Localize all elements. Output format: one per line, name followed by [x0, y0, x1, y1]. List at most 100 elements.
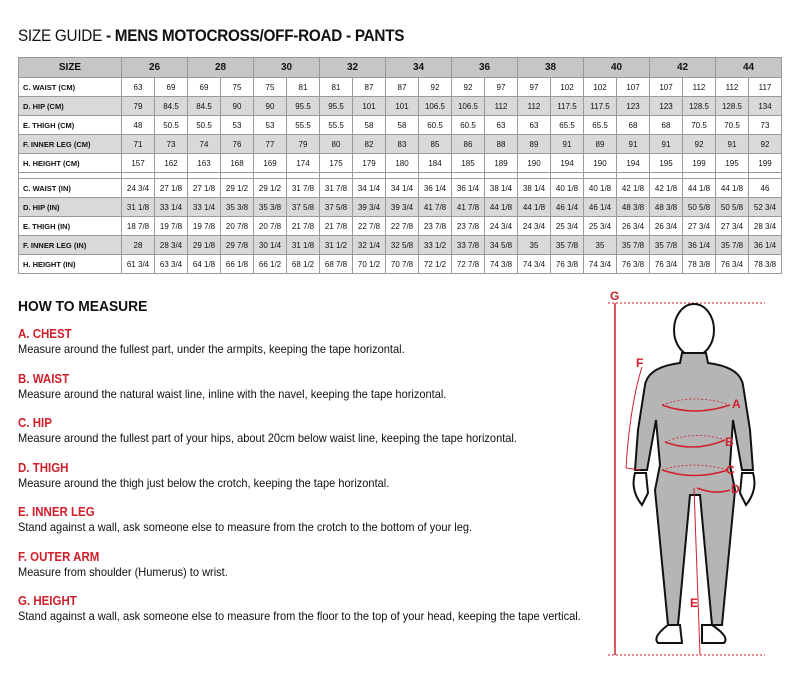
table-cell: 128.5	[715, 96, 749, 116]
table-cell: 28 3/4	[154, 235, 188, 255]
table-cell: 50.5	[187, 115, 221, 135]
size-header: 30	[253, 57, 320, 78]
table-cell: 23 7/8	[451, 216, 485, 236]
table-cell: 76 3/4	[715, 254, 749, 274]
table-cell: 90	[253, 96, 287, 116]
table-cell: 41 7/8	[418, 197, 452, 217]
table-cell: 35 7/8	[550, 235, 584, 255]
table-cell: 25 3/4	[550, 216, 584, 236]
table-cell: 26 3/4	[616, 216, 650, 236]
table-cell: 28 3/4	[748, 216, 782, 236]
size-header: 44	[715, 57, 782, 78]
table-cell: 162	[154, 153, 188, 173]
table-cell: 123	[649, 96, 683, 116]
table-cell: 117.5	[583, 96, 617, 116]
table-cell: 36 1/4	[418, 178, 452, 198]
table-cell: 31 7/8	[319, 178, 353, 198]
label-c: C	[726, 463, 735, 477]
table-cell: 92	[748, 134, 782, 154]
table-cell: 29 1/2	[220, 178, 254, 198]
table-cell: 23 7/8	[418, 216, 452, 236]
measure-title: A. CHEST	[18, 327, 72, 341]
size-table: SIZE 26 28 30 32 34 36 38 40 42 44 C. WAIST (CM) 63…	[18, 57, 782, 274]
table-cell: 33 1/2	[418, 235, 452, 255]
table-cell: 163	[187, 153, 221, 173]
table-cell: 68 1/2	[286, 254, 320, 274]
table-cell: 63	[121, 77, 155, 97]
table-cell: 102	[583, 77, 617, 97]
table-cell: 31 1/8	[121, 197, 155, 217]
row-label: F. INNER LEG (CM)	[18, 134, 122, 154]
table-cell: 86	[451, 134, 485, 154]
table-cell: 174	[286, 153, 320, 173]
table-cell: 84.5	[187, 96, 221, 116]
table-cell: 66 1/2	[253, 254, 287, 274]
table-cell: 134	[748, 96, 782, 116]
table-cell: 27 1/8	[187, 178, 221, 198]
table-cell: 63 3/4	[154, 254, 188, 274]
table-cell: 68	[649, 115, 683, 135]
label-d: D	[731, 482, 740, 496]
table-row: C. WAIST (IN) 24 3/4 27 1/8 27 1/8 29 1/2 29 …	[18, 178, 782, 198]
table-cell: 179	[352, 153, 386, 173]
table-cell: 97	[517, 77, 551, 97]
table-cell: 58	[352, 115, 386, 135]
table-cell: 83	[385, 134, 419, 154]
table-cell: 64 1/8	[187, 254, 221, 274]
table-cell: 194	[550, 153, 584, 173]
measure-title: G. HEIGHT	[18, 594, 77, 608]
table-cell: 81	[319, 77, 353, 97]
table-cell: 180	[385, 153, 419, 173]
table-cell: 18 7/8	[121, 216, 155, 236]
table-row: E. THIGH (CM) 48 50.5 50.5 53 53 55.5 55.5 58 58 6…	[18, 115, 782, 135]
table-cell: 63	[484, 115, 518, 135]
measure-item: F. OUTER ARM Measure from shoulder (Humer…	[18, 550, 608, 595]
table-cell: 24 3/4	[484, 216, 518, 236]
measure-item: A. CHEST Measure around the fullest part,…	[18, 327, 608, 372]
table-cell: 52 3/4	[748, 197, 782, 217]
table-cell: 73	[154, 134, 188, 154]
table-cell: 189	[484, 153, 518, 173]
table-cell: 85	[418, 134, 452, 154]
table-cell: 32 5/8	[385, 235, 419, 255]
table-cell: 87	[352, 77, 386, 97]
table-cell: 95.5	[319, 96, 353, 116]
size-header: 32	[319, 57, 386, 78]
table-cell: 24 3/4	[121, 178, 155, 198]
table-cell: 106.5	[418, 96, 452, 116]
table-cell: 194	[616, 153, 650, 173]
table-cell: 40 1/8	[583, 178, 617, 198]
row-label: C. WAIST (IN)	[18, 178, 122, 198]
table-cell: 61 3/4	[121, 254, 155, 274]
table-cell: 29 7/8	[220, 235, 254, 255]
table-cell: 117.5	[550, 96, 584, 116]
table-cell: 70.5	[715, 115, 749, 135]
table-cell: 92	[418, 77, 452, 97]
row-label: D. HIP (CM)	[18, 96, 122, 116]
table-cell: 175	[319, 153, 353, 173]
table-cell: 195	[715, 153, 749, 173]
label-e: E	[690, 596, 698, 610]
table-cell: 33 7/8	[451, 235, 485, 255]
body-silhouette-icon	[632, 303, 756, 644]
table-cell: 33 1/4	[154, 197, 188, 217]
table-cell: 199	[682, 153, 716, 173]
table-cell: 81	[286, 77, 320, 97]
row-label: E. THIGH (IN)	[18, 216, 122, 236]
table-cell: 190	[517, 153, 551, 173]
measure-item: E. INNER LEG Stand against a wall, ask so…	[18, 505, 608, 550]
table-cell: 35	[583, 235, 617, 255]
table-cell: 32 1/4	[352, 235, 386, 255]
table-cell: 21 7/8	[319, 216, 353, 236]
table-cell: 66 1/8	[220, 254, 254, 274]
row-label: H. HEIGHT (IN)	[18, 254, 122, 274]
table-cell: 123	[616, 96, 650, 116]
table-cell: 42 1/8	[616, 178, 650, 198]
table-cell: 34 1/4	[385, 178, 419, 198]
table-cell: 38 1/4	[517, 178, 551, 198]
table-cell: 68	[616, 115, 650, 135]
table-cell: 60.5	[451, 115, 485, 135]
measure-description: Stand against a wall, ask someone else t…	[18, 609, 581, 623]
table-cell: 38 1/4	[484, 178, 518, 198]
table-cell: 50.5	[154, 115, 188, 135]
